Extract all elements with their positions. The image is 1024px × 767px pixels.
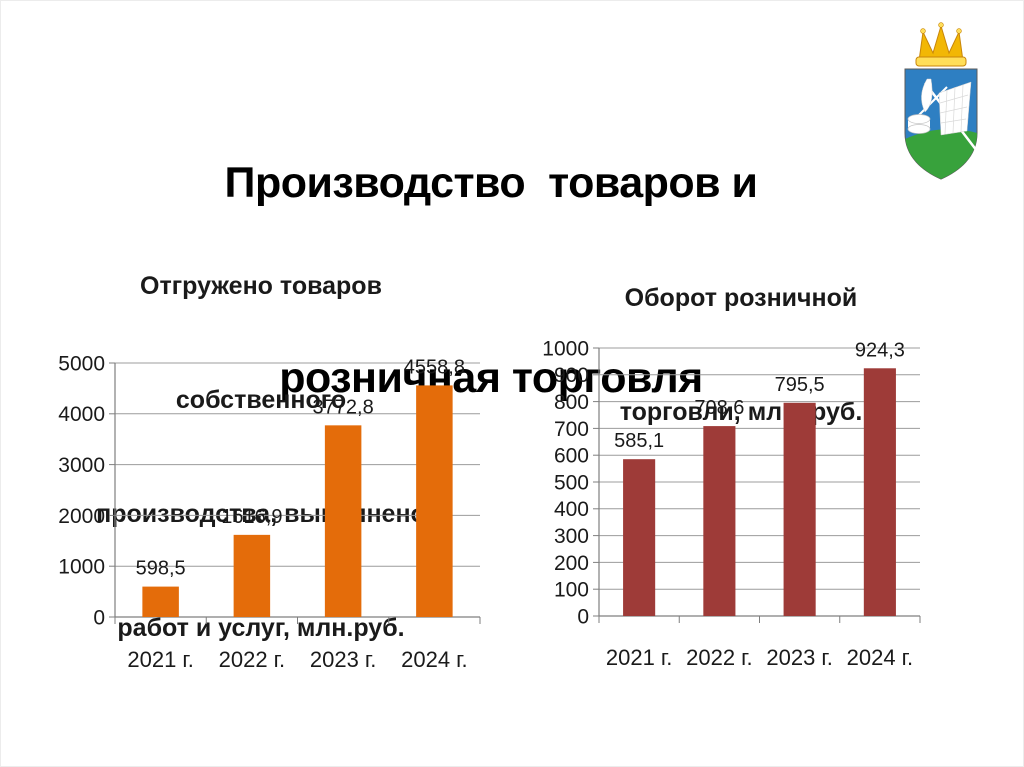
y-tick-label: 200	[554, 552, 589, 575]
chart-title-retail-turnover: Оборот розничной торговли, млн. руб.	[541, 203, 941, 507]
bar	[623, 459, 656, 616]
slide-title: Производство товаров и розничная торговл…	[41, 21, 941, 541]
y-tick-label: 5000	[58, 352, 105, 375]
y-tick-label: 0	[93, 606, 105, 629]
x-category-label: 2022 г.	[686, 645, 753, 670]
shield-charges	[907, 78, 978, 152]
coat-of-arms-icon	[904, 22, 978, 180]
x-category-label: 2023 г.	[766, 645, 833, 670]
x-category-label: 2023 г.	[310, 647, 377, 672]
chart-title-line: Оборот розничной	[624, 284, 858, 312]
chart-title-line: Отгружено товаров	[140, 272, 382, 300]
y-tick-label: 3000	[58, 454, 105, 477]
bar-value-label: 4558,8	[404, 356, 465, 378]
bar	[142, 586, 179, 617]
bar-value-label: 3772,8	[313, 396, 374, 418]
bar	[783, 402, 816, 616]
bar	[863, 368, 896, 616]
bar	[324, 425, 362, 617]
y-tick-label: 1000	[58, 556, 105, 579]
y-tick-label: 1000	[542, 337, 589, 360]
bar-value-label: 924,3	[855, 339, 905, 361]
y-tick-label: 300	[554, 525, 589, 548]
chart-title-shipped-goods: Отгружено товаров собственного производс…	[31, 191, 491, 723]
chart-title-line: собственного	[175, 386, 347, 414]
bar	[703, 426, 736, 616]
slide-title-line1: Производство товаров и	[224, 159, 758, 207]
chart-title-line: работ и услуг, млн.руб.	[117, 614, 405, 642]
y-tick-label: 4000	[58, 403, 105, 426]
bar	[233, 534, 271, 617]
y-tick-label: 400	[554, 498, 589, 521]
bar-value-label: 795,5	[775, 374, 825, 396]
shield-icon	[904, 68, 978, 180]
x-category-label: 2024 г.	[847, 645, 914, 670]
y-tick-label: 500	[554, 471, 589, 494]
slide-title-line2: розничная торговля	[279, 354, 703, 402]
x-category-label: 2021 г.	[127, 647, 194, 672]
y-tick-label: 800	[554, 391, 589, 414]
bar-value-label: 1616,9	[221, 506, 282, 528]
y-tick-label: 900	[554, 364, 589, 387]
crown-icon	[915, 22, 967, 67]
bar-value-label: 585,1	[614, 430, 664, 452]
y-tick-label: 600	[554, 445, 589, 468]
bar-value-label: 708,6	[694, 397, 744, 419]
x-category-label: 2022 г.	[219, 647, 286, 672]
y-tick-label: 700	[554, 418, 589, 441]
y-tick-label: 0	[577, 605, 589, 628]
bar	[416, 385, 453, 617]
bar-value-label: 598,5	[136, 558, 186, 580]
y-tick-label: 100	[554, 579, 589, 602]
bar-chart-retail-turnover: 0 100 200 300 400 500 600 700 800 900 1000 585,1 202…	[542, 337, 921, 670]
x-category-label: 2024 г.	[401, 647, 468, 672]
y-tick-label: 2000	[58, 505, 105, 528]
x-category-label: 2021 г.	[606, 645, 673, 670]
bar-chart-shipped-goods: 0 1000 2000 3000 4000 5000 598,5 2021 г. 1616,9 2…	[58, 352, 481, 672]
